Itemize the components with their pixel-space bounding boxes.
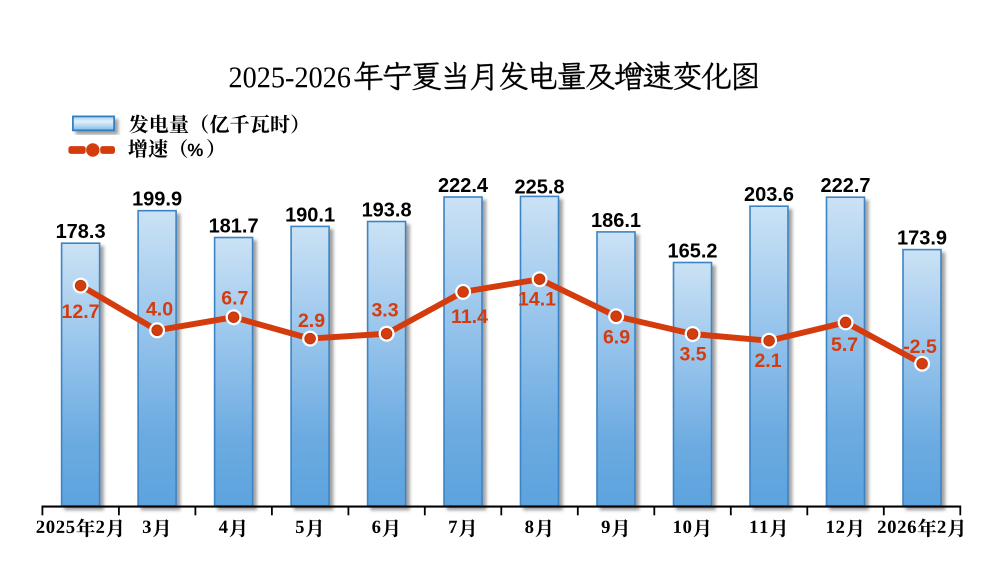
svg-text:14.1: 14.1 — [518, 288, 556, 310]
svg-text:186.1: 186.1 — [591, 210, 641, 232]
svg-text:181.7: 181.7 — [209, 216, 259, 238]
svg-text:2.1: 2.1 — [754, 350, 781, 372]
svg-text:-2.5: -2.5 — [903, 336, 937, 358]
svg-text:4.0: 4.0 — [146, 299, 173, 321]
svg-text:5.7: 5.7 — [831, 334, 858, 356]
svg-text:3.5: 3.5 — [679, 343, 706, 365]
svg-text:11.4: 11.4 — [451, 306, 488, 328]
svg-text:199.9: 199.9 — [132, 189, 182, 211]
svg-text:225.8: 225.8 — [514, 176, 564, 198]
svg-text:3.3: 3.3 — [371, 300, 398, 322]
svg-text:222.7: 222.7 — [820, 175, 870, 197]
svg-text:222.4: 222.4 — [438, 175, 489, 197]
svg-text:165.2: 165.2 — [667, 241, 717, 263]
svg-text:190.1: 190.1 — [285, 204, 335, 226]
svg-text:178.3: 178.3 — [56, 221, 106, 243]
svg-text:193.8: 193.8 — [362, 200, 412, 222]
svg-text:6.7: 6.7 — [221, 288, 248, 310]
svg-text:203.6: 203.6 — [744, 184, 794, 206]
svg-text:6.9: 6.9 — [603, 326, 630, 348]
svg-text:173.9: 173.9 — [897, 228, 947, 250]
svg-text:12.7: 12.7 — [62, 301, 100, 323]
svg-text:2.9: 2.9 — [298, 310, 325, 332]
